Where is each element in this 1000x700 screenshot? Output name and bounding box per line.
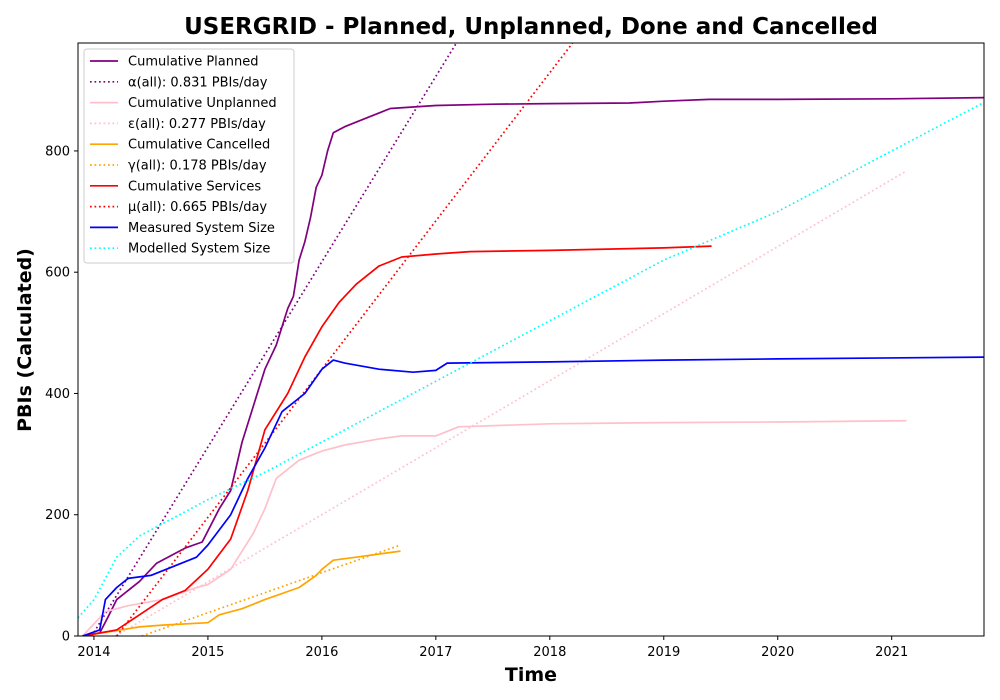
x-axis-label: Time <box>505 664 557 686</box>
series-line-9 <box>78 101 984 619</box>
x-tick-label: 2021 <box>875 645 908 660</box>
series-line-8 <box>82 356 984 636</box>
plot-frame <box>77 42 985 637</box>
series-line-6 <box>82 245 712 636</box>
legend-label-6: Cumulative Services <box>128 179 261 194</box>
legend-label-8: Measured System Size <box>128 221 275 236</box>
legend-label-4: Cumulative Cancelled <box>128 138 270 153</box>
legend-label-0: Cumulative Planned <box>128 55 258 70</box>
series-line-1 <box>90 43 458 636</box>
series-line-5 <box>141 544 401 636</box>
series-layer <box>78 43 984 636</box>
x-tick-label: 2014 <box>77 645 110 660</box>
chart-title: USERGRID - Planned, Unplanned, Done and … <box>184 14 878 40</box>
y-tick-label: 200 <box>45 508 70 523</box>
x-tick-label: 2016 <box>305 645 338 660</box>
x-tick-label: 2020 <box>761 645 794 660</box>
legend-label-3: ε(all): 0.277 PBIs/day <box>128 117 266 132</box>
series-line-7 <box>116 43 574 636</box>
x-tick-label: 2017 <box>419 645 452 660</box>
legend: Cumulative Planned α(all): 0.831 PBIs/day… <box>83 48 295 264</box>
legend-label-5: γ(all): 0.178 PBIs/day <box>128 159 267 174</box>
series-line-4 <box>82 550 401 636</box>
legend-label-9: Modelled System Size <box>128 242 270 257</box>
y-tick-label: 400 <box>45 387 70 402</box>
x-tick-label: 2018 <box>533 645 566 660</box>
ticks-layer: 2014 2015 2016 2017 2018 2019 2020 2021 0 200 400 6… <box>45 144 908 660</box>
y-tick-label: 0 <box>62 630 70 645</box>
series-line-2 <box>81 419 907 636</box>
x-tick-label: 2019 <box>647 645 680 660</box>
legend-label-2: Cumulative Unplanned <box>128 96 277 111</box>
series-line-0 <box>82 96 984 636</box>
legend-label-1: α(all): 0.831 PBIs/day <box>128 75 268 90</box>
legend-label-7: μ(all): 0.665 PBIs/day <box>128 200 267 215</box>
legend-box <box>83 48 295 264</box>
x-tick-label: 2015 <box>191 645 224 660</box>
y-tick-label: 600 <box>45 266 70 281</box>
y-tick-label: 800 <box>45 144 70 159</box>
y-axis-label: PBIs (Calculated) <box>14 248 36 432</box>
